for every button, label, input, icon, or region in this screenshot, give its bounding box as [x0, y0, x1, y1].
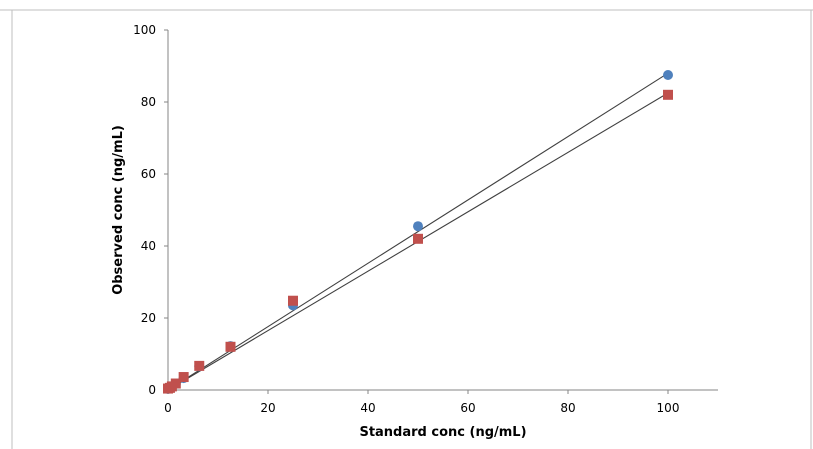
- x-tick-label: 0: [164, 401, 172, 415]
- y-tick-label: 40: [141, 239, 156, 253]
- y-tick-label: 100: [133, 23, 156, 37]
- data-point-series-2: [225, 341, 236, 352]
- data-point-series-2: [194, 360, 205, 371]
- y-tick-label: 0: [148, 383, 156, 397]
- x-tick-label: 80: [560, 401, 575, 415]
- data-point-series-2: [288, 295, 298, 306]
- data-point-series-2: [663, 89, 673, 100]
- y-tick-label: 60: [141, 167, 156, 181]
- y-axis-label: Observed conc (ng/mL): [111, 125, 126, 295]
- data-point-series-1: [663, 70, 673, 80]
- x-tick-label: 40: [360, 401, 375, 415]
- data-point-series-1: [413, 221, 423, 232]
- trendlines: [167, 72, 669, 391]
- y-ticks: 0 20 40 60 80 100: [133, 23, 168, 397]
- x-tick-label: 60: [460, 401, 475, 415]
- x-axis-label: Standard conc (ng/mL): [359, 425, 526, 440]
- x-tick-label: 20: [260, 401, 275, 415]
- x-tick-label: 100: [657, 401, 680, 415]
- data-point-series-2: [413, 233, 423, 244]
- y-tick-label: 20: [141, 311, 156, 325]
- x-ticks: 0 20 40 60 80 100: [164, 390, 679, 415]
- y-tick-label: 80: [141, 95, 156, 109]
- data-point-series-2: [170, 378, 181, 389]
- data-points: [163, 70, 673, 394]
- trendline-series-1: [167, 72, 669, 391]
- data-point-series-2: [178, 372, 189, 383]
